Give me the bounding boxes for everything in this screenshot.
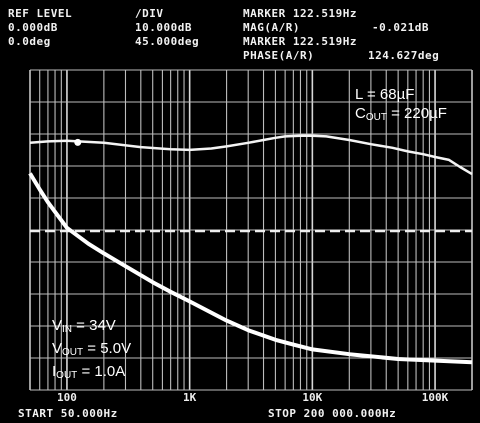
annotation-circuit-lc: L = 68µF COUT = 220µF	[355, 85, 447, 127]
div-mag: 10.000dB	[135, 21, 192, 34]
div-phase: 45.000deg	[135, 35, 200, 48]
marker-mag-label: MAG(A/R)	[243, 21, 300, 34]
marker-phase-label: PHASE(A/R)	[243, 49, 315, 62]
iout-annotation: IOUT = 1.0A	[52, 363, 126, 381]
x-tick-label: 1K	[183, 391, 197, 404]
magnitude-series-line	[28, 172, 473, 365]
annotation-operating-conditions: VIN = 34V VOUT = 5.0V IOUT = 1.0A	[52, 316, 131, 385]
vin-annotation: VIN = 34V	[52, 317, 116, 335]
marker-mag-value: -0.021dB	[372, 21, 429, 34]
marker-dot	[74, 138, 82, 146]
ref-level-label: REF LEVEL	[8, 7, 73, 20]
cout-annotation: COUT = 220µF	[355, 105, 447, 123]
phase-series-line	[29, 134, 473, 176]
ref-level-mag: 0.000dB	[8, 21, 58, 34]
x-tick-label: 10K	[302, 391, 322, 404]
x-tick-label: 100	[57, 391, 77, 404]
marker-freq-2: MARKER 122.519Hz	[243, 35, 357, 48]
vout-annotation: VOUT = 5.0V	[52, 340, 132, 358]
start-frequency: START 50.000Hz	[18, 407, 118, 420]
inductor-annotation: L = 68µF	[355, 86, 415, 103]
stop-frequency: STOP 200 000.000Hz	[268, 407, 397, 420]
marker-freq-1: MARKER 122.519Hz	[243, 7, 357, 20]
marker-phase-value: 124.627deg	[368, 49, 440, 62]
div-label: /DIV	[135, 7, 164, 20]
x-tick-labels: 100 1K 10K 100K	[57, 391, 449, 404]
ref-level-phase: 0.0deg	[8, 35, 51, 48]
x-tick-label: 100K	[422, 391, 449, 404]
